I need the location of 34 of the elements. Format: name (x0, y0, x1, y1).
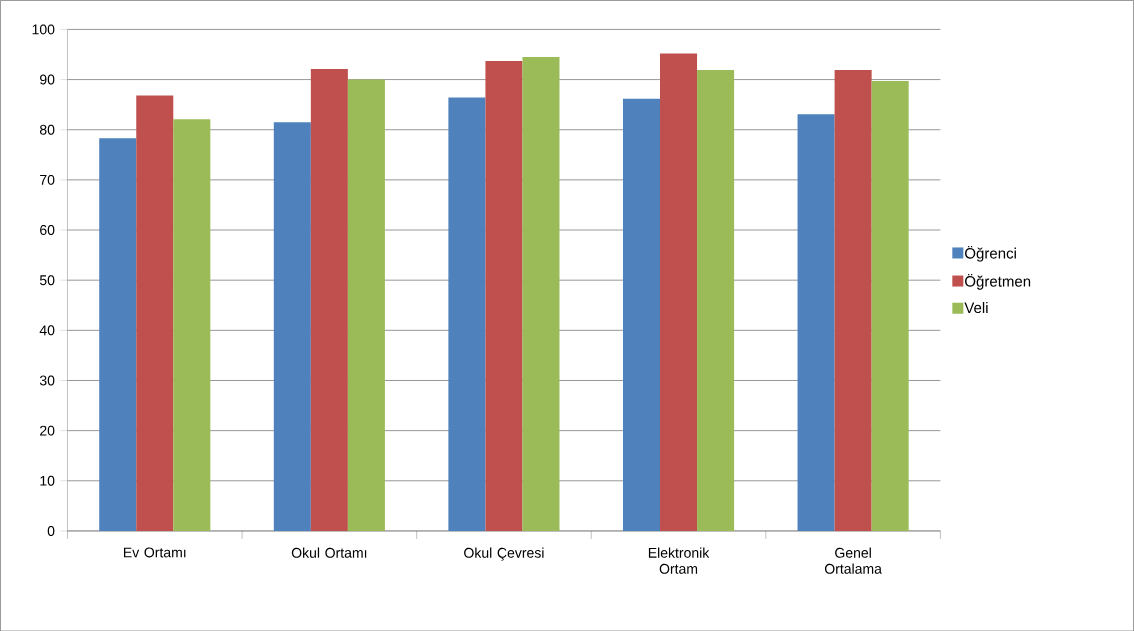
x-tick-label: Okul Çevresi (464, 547, 544, 561)
bar (522, 56, 560, 531)
legend-label: Veli (964, 301, 988, 313)
y-tick-label: 60 (40, 224, 55, 235)
y-tick-label: 50 (39, 275, 55, 285)
y-tick-label: 100 (32, 24, 55, 35)
bar (347, 79, 385, 531)
bar (697, 69, 735, 531)
x-tick-label: Okul Ortamı (291, 547, 367, 558)
y-tick-label: 0 (47, 525, 55, 536)
y-tick-label: 80 (39, 124, 55, 135)
bar (871, 80, 909, 531)
legend-label: Öğrenci (965, 245, 1016, 262)
bar (273, 121, 311, 531)
bar (797, 113, 835, 531)
bar (99, 138, 137, 531)
y-tick-label: 30 (39, 375, 55, 386)
bar (834, 69, 872, 531)
x-tick-label: Elektronik Ortam (648, 547, 710, 574)
bar (448, 97, 486, 531)
bar (660, 53, 698, 531)
y-tick-label: 70 (40, 174, 55, 185)
y-tick-label: 20 (40, 425, 55, 436)
y-tick-label: 10 (40, 475, 55, 486)
bar (622, 98, 661, 531)
bar (310, 68, 348, 531)
legend-label: Öğretmen (965, 273, 1031, 290)
y-tick-label: 40 (39, 325, 55, 336)
x-tick-label: Genel Ortalama (824, 547, 882, 574)
y-tick-label: 90 (40, 74, 55, 85)
bar (485, 60, 523, 531)
bar (173, 118, 211, 531)
bar (136, 95, 174, 531)
x-tick-label: Ev Ortamı (124, 547, 186, 558)
